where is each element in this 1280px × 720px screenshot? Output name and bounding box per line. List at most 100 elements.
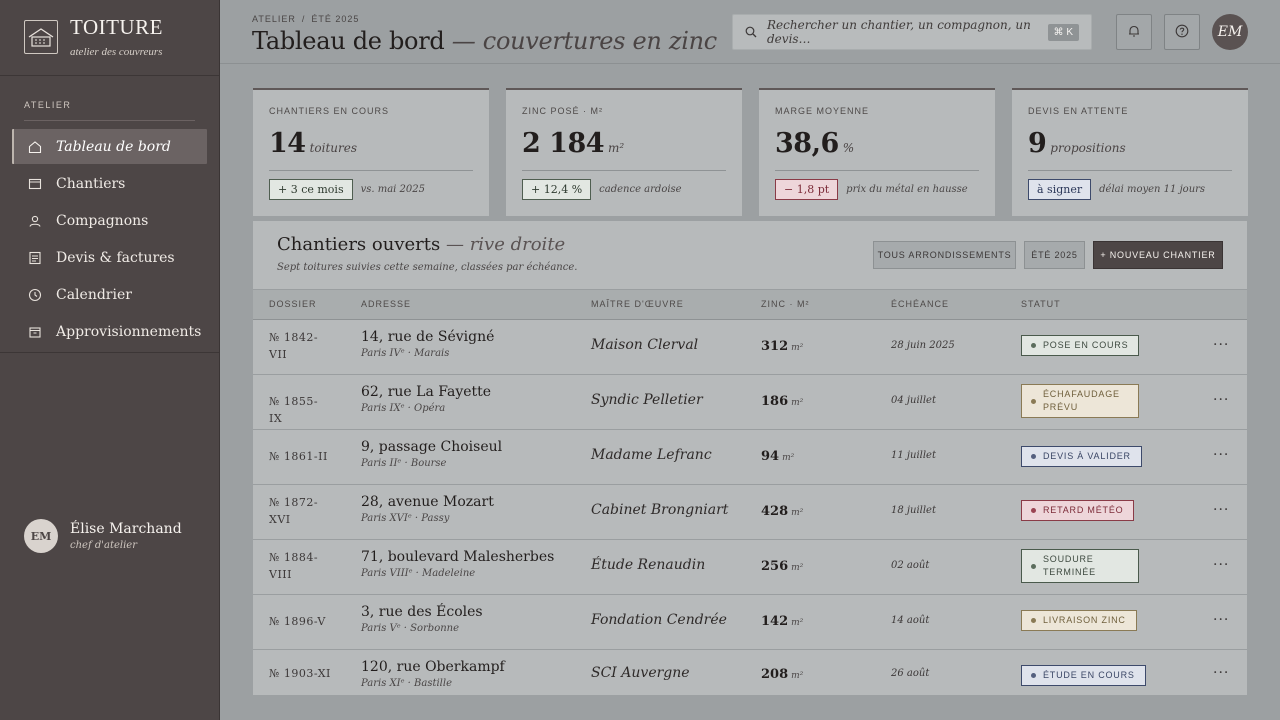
kpi-trend-badge: + 12,4 % [522, 179, 592, 200]
sidebar-item-label: Tableau de bord [56, 138, 171, 155]
sidebar-item-devis-factures[interactable]: Devis & factures [12, 240, 207, 275]
column-header-maitre[interactable]: MAÎTRE D'ŒUVRE [591, 299, 684, 309]
filter-season-button[interactable]: ÉTÉ 2025 [1024, 241, 1085, 269]
page-title-separator: — [444, 27, 483, 55]
panel-subtitle: Sept toitures suivies cette semaine, cla… [277, 262, 578, 273]
more-options-icon[interactable]: ··· [1213, 337, 1230, 353]
sidebar-item-compagnons[interactable]: Compagnons [12, 203, 207, 238]
district: Paris IIᵉ · Bourse [361, 458, 447, 469]
divider [269, 170, 473, 171]
kpi-unit: toitures [309, 141, 358, 155]
more-options-icon[interactable]: ··· [1213, 612, 1230, 628]
zinc-unit: m² [791, 671, 804, 681]
brand[interactable]: TOITURE atelier des couvreurs [0, 0, 219, 76]
breadcrumb-item[interactable]: ÉTÉ 2025 [311, 14, 360, 24]
table-row[interactable]: № 1861-II 9, passage Choiseul Paris IIᵉ … [253, 430, 1247, 485]
sidebar: TOITURE atelier des couvreurs ATELIER Ta… [0, 0, 220, 720]
user-profile[interactable]: EM Élise Marchand chef d'atelier [24, 519, 182, 553]
kpi-value: 2 184 [522, 128, 605, 159]
kpi-value: 9 [1028, 128, 1047, 159]
notifications-button[interactable] [1116, 14, 1152, 50]
sidebar-item-label: Calendrier [56, 286, 132, 303]
district: Paris VIIIᵉ · Madeleine [361, 568, 476, 579]
status-dot [1031, 398, 1036, 404]
zinc-value: 312 [761, 339, 789, 354]
address: 120, rue Oberkampf [361, 659, 505, 675]
district: Paris IXᵉ · Opéra [361, 403, 446, 414]
user-name: Élise Marchand [70, 521, 182, 537]
table-row[interactable]: № 1855-IX 62, rue La Fayette Paris IXᵉ ·… [253, 375, 1247, 430]
status-badge: SOUDURE TERMINÉE [1021, 549, 1139, 583]
status-badge: ÉCHAFAUDAGE PRÉVU [1021, 384, 1139, 418]
column-header-dossier[interactable]: DOSSIER [269, 299, 317, 309]
echeance-date: 26 août [891, 668, 930, 679]
address-cell: 3, rue des Écoles Paris Vᵉ · Sorbonne [361, 604, 483, 634]
address: 3, rue des Écoles [361, 604, 483, 620]
kpi-unit: m² [608, 141, 625, 155]
help-button[interactable] [1164, 14, 1200, 50]
zinc-value: 142 [761, 614, 789, 629]
sidebar-item-approvisionnements[interactable]: Approvisionnements [12, 314, 207, 349]
brand-subtitle: atelier des couvreurs [70, 46, 163, 58]
sidebar-item-chantiers[interactable]: Chantiers [12, 166, 207, 201]
table-row[interactable]: № 1872-XVI 28, avenue Mozart Paris XVIᵉ … [253, 485, 1247, 540]
panel-title-main: Chantiers ouverts [277, 234, 441, 255]
kpi-card-chantiers[interactable]: CHANTIERS EN COURS 14 toitures + 3 ce moi… [253, 88, 489, 216]
dossier-number: № 1884-VIII [269, 551, 319, 581]
column-header-echeance[interactable]: ÉCHÉANCE [891, 299, 950, 309]
breadcrumb-item[interactable]: ATELIER [252, 14, 296, 24]
sidebar-item-label: Chantiers [56, 175, 126, 192]
column-header-zinc[interactable]: ZINC · M² [761, 299, 810, 309]
help-icon [1175, 23, 1189, 42]
header-avatar[interactable]: EM [1212, 14, 1248, 50]
zinc-unit: m² [791, 398, 804, 408]
status-dot [1031, 618, 1036, 623]
kpi-status-badge[interactable]: à signer [1028, 179, 1092, 200]
sidebar-item-tableau-de-bord[interactable]: Tableau de bord [12, 129, 207, 164]
table-row[interactable]: № 1842-VII 14, rue de Sévigné Paris IVᵉ … [253, 320, 1247, 375]
status-dot [1031, 508, 1036, 513]
more-options-icon[interactable]: ··· [1213, 557, 1230, 573]
kpi-card-devis[interactable]: DEVIS EN ATTENTE 9 propositions à signer d… [1012, 88, 1248, 216]
echeance-date: 18 juillet [891, 505, 936, 516]
divider [0, 352, 219, 353]
more-options-icon[interactable]: ··· [1213, 665, 1230, 681]
panel-title: Chantiers ouverts — rive droite [277, 234, 565, 255]
roof-logo-icon [24, 20, 58, 54]
kpi-card-marge[interactable]: MARGE MOYENNE 38,6% − 1,8 pt prix du méta… [759, 88, 995, 216]
user-icon [28, 214, 42, 228]
avatar: EM [24, 519, 58, 553]
table-row[interactable]: № 1903-XI 120, rue Oberkampf Paris XIᵉ ·… [253, 650, 1247, 695]
echeance-date: 14 août [891, 615, 930, 626]
sidebar-item-label: Compagnons [56, 212, 149, 229]
sidebar-item-label: Devis & factures [56, 249, 175, 266]
zinc-value: 208 [761, 667, 789, 682]
panel-title-separator: — [440, 234, 470, 255]
filter-arrondissements-button[interactable]: TOUS ARRONDISSEMENTS [873, 241, 1016, 269]
page-title-main: Tableau de bord [252, 27, 445, 55]
zinc-value: 94 [761, 449, 780, 464]
column-header-statut[interactable]: STATUT [1021, 299, 1061, 309]
more-options-icon[interactable]: ··· [1213, 447, 1230, 463]
column-header-adresse[interactable]: ADRESSE [361, 299, 412, 309]
kpi-value: 38,6 [775, 128, 839, 159]
kpi-card-zinc[interactable]: ZINC POSÉ · M² 2 184 m² + 12,4 % cadence a… [506, 88, 742, 216]
table-row[interactable]: № 1884-VIII 71, boulevard Malesherbes Pa… [253, 540, 1247, 595]
home-icon [28, 140, 42, 154]
clock-icon [28, 288, 42, 302]
table-row[interactable]: № 1896-V 3, rue des Écoles Paris Vᵉ · So… [253, 595, 1247, 650]
more-options-icon[interactable]: ··· [1213, 502, 1230, 518]
zinc-area: 208 m² [761, 667, 803, 682]
status-badge: LIVRAISON ZINC [1021, 610, 1137, 631]
panel-title-italic: rive droite [469, 234, 566, 255]
new-chantier-button[interactable]: + NOUVEAU CHANTIER [1093, 241, 1223, 269]
maitre-oeuvre: Syndic Pelletier [591, 392, 703, 408]
dossier-number: № 1842-VII [269, 331, 319, 361]
dossier-number: № 1903-XI [269, 667, 331, 680]
search-input[interactable]: Rechercher un chantier, un compagnon, un… [732, 14, 1092, 50]
box-icon [28, 325, 42, 339]
sidebar-nav: Tableau de bord Chantiers Compagnons Dev… [0, 129, 219, 349]
sidebar-item-calendrier[interactable]: Calendrier [12, 277, 207, 312]
more-options-icon[interactable]: ··· [1213, 392, 1230, 408]
status-label: LIVRAISON ZINC [1043, 615, 1126, 625]
